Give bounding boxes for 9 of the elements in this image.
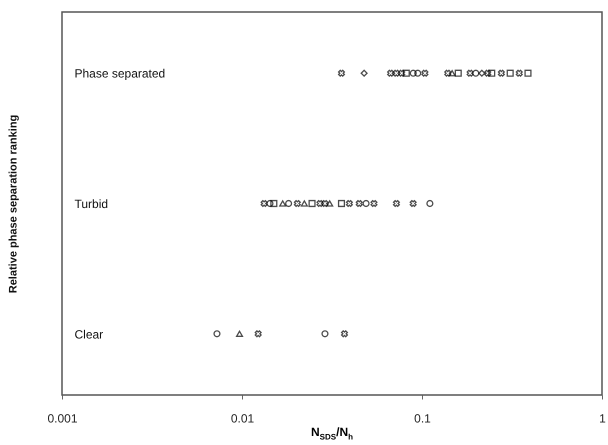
y-tick-label: Phase separated [74,66,166,81]
y-tick-label: Turbid [74,197,108,211]
y-axis-title: Relative phase separation ranking [8,114,20,294]
x-tick-label: 0.001 [47,412,78,426]
x-tick-label: 0.1 [414,412,432,426]
x-tick-label: 1 [599,412,606,426]
x-axis-title: N$_{SDS}$/N$_{h}$ [310,425,354,442]
y-tick-label: Clear [74,327,104,342]
x-tick-label: 0.01 [230,412,254,426]
